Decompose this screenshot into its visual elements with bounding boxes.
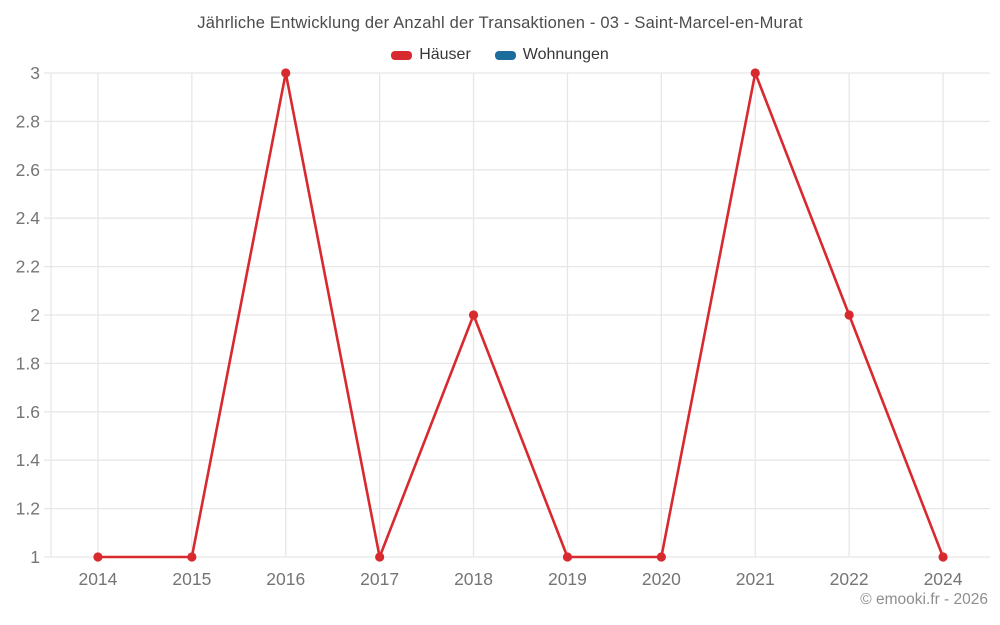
svg-text:1.4: 1.4 xyxy=(16,450,41,470)
svg-text:2015: 2015 xyxy=(172,569,211,589)
svg-text:2: 2 xyxy=(30,305,40,325)
chart-legend: Häuser Wohnungen xyxy=(0,46,1000,64)
svg-text:2014: 2014 xyxy=(78,569,117,589)
svg-text:3: 3 xyxy=(30,63,40,83)
svg-text:1.8: 1.8 xyxy=(16,353,40,373)
legend-item-haeuser[interactable]: Häuser xyxy=(391,46,471,64)
svg-text:2019: 2019 xyxy=(548,569,587,589)
data-point-marker xyxy=(468,310,479,320)
data-point-marker xyxy=(844,310,854,320)
legend-label-haeuser: Häuser xyxy=(419,46,471,63)
legend-item-wohnungen[interactable]: Wohnungen xyxy=(494,46,609,64)
data-point-marker xyxy=(938,552,948,562)
gridlines xyxy=(44,72,990,558)
data-point-marker xyxy=(562,552,573,562)
svg-text:2.2: 2.2 xyxy=(16,257,40,277)
svg-text:2.8: 2.8 xyxy=(16,111,40,131)
y-axis-labels: 1 1.2 1.4 1.6 1.8 2 2.2 2.4 2.6 2.8 3 xyxy=(16,63,41,567)
haeuser-series-swatch xyxy=(391,50,413,60)
svg-text:2020: 2020 xyxy=(642,569,681,589)
svg-text:2016: 2016 xyxy=(266,569,305,589)
legend-label-wohnungen: Wohnungen xyxy=(522,46,609,63)
data-point-marker xyxy=(656,552,666,562)
svg-text:2021: 2021 xyxy=(736,569,775,589)
svg-text:2.6: 2.6 xyxy=(16,160,40,180)
svg-text:2017: 2017 xyxy=(360,569,399,589)
svg-text:2022: 2022 xyxy=(830,569,869,589)
data-point-marker xyxy=(375,552,385,562)
wohnungen-series-swatch xyxy=(494,50,516,60)
x-axis-labels: 2014 2015 2016 2017 2018 2019 2020 2021 2022 2024 xyxy=(78,569,962,589)
svg-text:2018: 2018 xyxy=(454,569,493,589)
series-line xyxy=(96,71,945,559)
copyright-text: © emooki.fr - 2026 xyxy=(860,591,988,608)
data-point-marker xyxy=(750,68,760,78)
data-point-marker xyxy=(187,552,197,562)
svg-text:1.6: 1.6 xyxy=(16,402,40,422)
svg-text:2024: 2024 xyxy=(924,569,963,589)
data-point-marker xyxy=(93,552,103,562)
data-point-marker xyxy=(281,68,291,78)
svg-text:2.4: 2.4 xyxy=(16,208,41,228)
svg-text:1.2: 1.2 xyxy=(16,499,40,519)
svg-text:1: 1 xyxy=(30,547,40,567)
chart-title: Jährliche Entwicklung der Anzahl der Tra… xyxy=(197,14,803,32)
